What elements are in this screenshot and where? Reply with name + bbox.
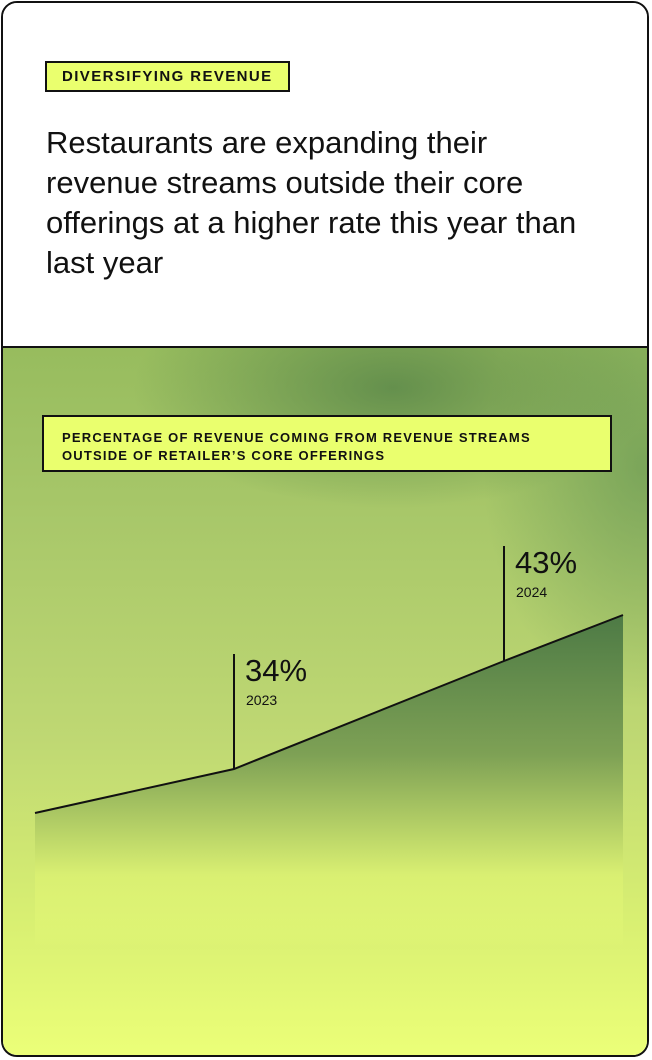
area-chart: 34% 2023 43% 2024 bbox=[34, 545, 624, 948]
series-line bbox=[34, 614, 624, 814]
chart-title: PERCENTAGE OF REVENUE COMING FROM REVENU… bbox=[42, 415, 612, 472]
section-tag: DIVERSIFYING REVENUE bbox=[45, 61, 290, 92]
chart-section: 34% 2023 43% 2024 PERCENTAGE OF REVENUE COM… bbox=[3, 348, 647, 1055]
header-section: DIVERSIFYING REVENUE Restaurants are exp… bbox=[3, 3, 647, 348]
headline: Restaurants are expanding their revenue … bbox=[46, 125, 577, 280]
data-label-2024: 43% bbox=[515, 545, 577, 580]
x-label-2023: 2023 bbox=[246, 692, 277, 708]
area-fill bbox=[35, 615, 623, 948]
x-label-2024: 2024 bbox=[516, 584, 547, 600]
data-label-2023: 34% bbox=[245, 653, 307, 688]
